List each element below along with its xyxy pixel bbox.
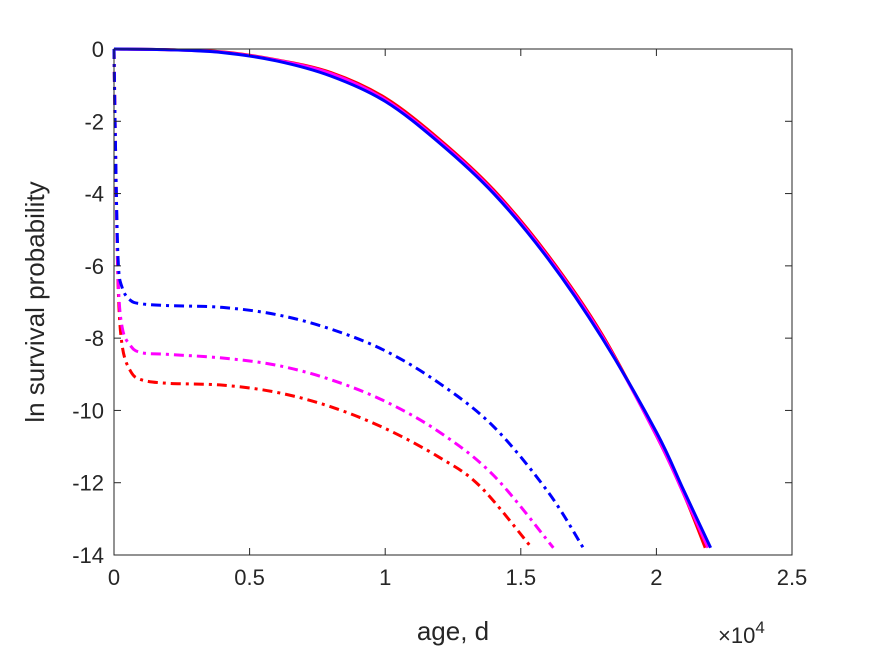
y-tick-label: 0 [92, 37, 104, 62]
y-tick-label: -6 [84, 254, 104, 279]
y-axis-label: ln survival probability [20, 181, 50, 422]
plot-area [114, 49, 792, 555]
axes-box [113, 48, 793, 556]
x-exponent-base: ×10 [718, 623, 755, 648]
y-axis: 0 -2 -4 -6 -8 -10 -12 -14 [72, 37, 792, 568]
x-axis-label: age, d [417, 616, 489, 646]
y-tick-label: -10 [72, 398, 104, 423]
x-tick-label: 2.5 [777, 565, 808, 590]
dashdot-series-line-5 [112, 48, 585, 549]
x-axis: 0 0.5 1 1.5 2 2.5 [108, 49, 807, 590]
x-tick-label: 1.5 [506, 565, 537, 590]
x-axis-exponent: ×104 [718, 618, 765, 648]
y-tick-label: -8 [84, 326, 104, 351]
x-tick-label: 0 [108, 565, 120, 590]
solid-series-line-2 [113, 47, 712, 549]
y-tick-label: -12 [72, 471, 104, 496]
x-tick-label: 1 [379, 565, 391, 590]
x-tick-label: 0.5 [234, 565, 265, 590]
x-exponent-power: 4 [755, 618, 764, 637]
y-tick-label: -14 [72, 543, 104, 568]
x-tick-label: 2 [650, 565, 662, 590]
y-tick-label: -4 [84, 182, 104, 207]
series-layer [112, 47, 712, 549]
y-tick-label: -2 [84, 109, 104, 134]
dashdot-series-line-3 [112, 48, 533, 549]
